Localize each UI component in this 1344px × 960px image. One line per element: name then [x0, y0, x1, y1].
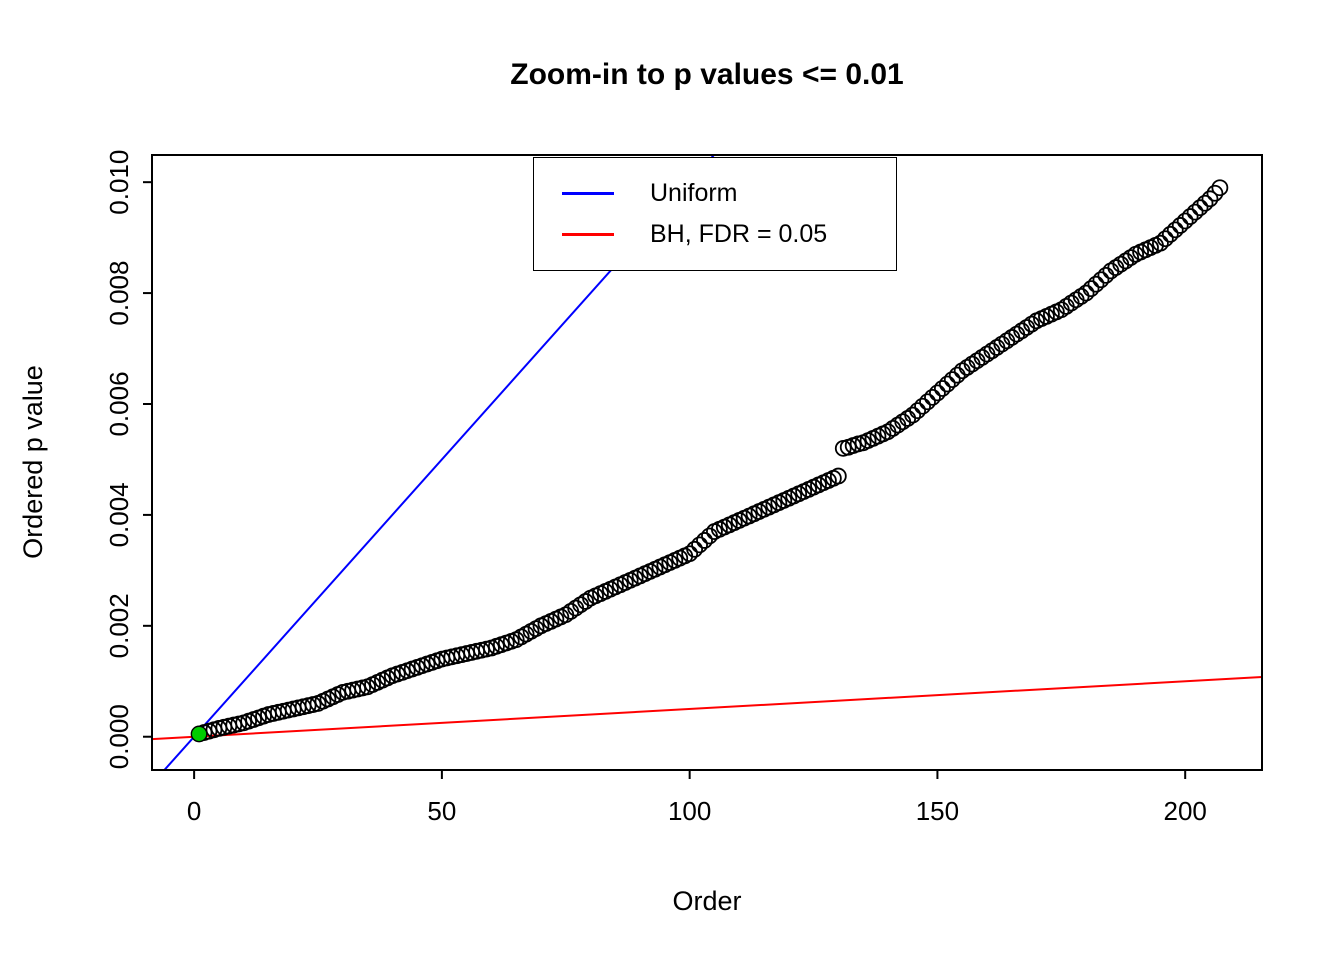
y-tick-label: 0.010	[104, 150, 134, 215]
data-point	[1156, 230, 1174, 248]
data-point	[933, 380, 951, 397]
legend-item-uniform: Uniform	[562, 179, 896, 208]
data-point	[1161, 225, 1179, 243]
data-point	[1191, 199, 1209, 217]
data-point	[919, 393, 936, 411]
data-point	[686, 540, 704, 558]
data-point	[1186, 203, 1204, 221]
data-point	[914, 397, 931, 415]
plot-marks: 0 50 100 150 200 0.000 0.002 0.004 0.006 0.008 0.0…	[104, 150, 1263, 826]
y-tick-label: 0.008	[104, 261, 134, 326]
data-point	[924, 388, 941, 406]
data-point	[904, 406, 922, 424]
data-point	[1171, 217, 1189, 234]
legend: Uniform BH, FDR = 0.05	[533, 157, 897, 271]
significant-point	[192, 726, 207, 741]
data-point	[1181, 208, 1199, 225]
chart-title: Zoom-in to p values <= 0.01	[510, 58, 903, 91]
data-point	[1211, 179, 1229, 197]
legend-label-uniform: Uniform	[650, 179, 738, 207]
data-point	[681, 545, 699, 563]
data-point	[1176, 212, 1194, 230]
data-point	[938, 375, 956, 393]
data-point	[909, 402, 927, 420]
x-tick-label: 200	[1163, 796, 1206, 826]
x-tick-label: 150	[916, 796, 959, 826]
data-point	[943, 371, 961, 388]
uniform-line-swatch	[562, 192, 614, 195]
data-point	[1077, 284, 1095, 302]
x-tick-label: 0	[187, 796, 201, 826]
uniform-line	[163, 155, 716, 770]
x-tick-label: 100	[668, 796, 711, 826]
legend-item-bh: BH, FDR = 0.05	[562, 220, 896, 249]
y-tick-label: 0.000	[104, 704, 134, 769]
data-point	[829, 467, 847, 485]
plot-box	[151, 154, 1263, 771]
data-point	[1201, 190, 1219, 208]
data-point	[1023, 315, 1040, 333]
data-point	[1166, 221, 1184, 239]
data-point	[696, 532, 713, 549]
data-point	[691, 536, 708, 554]
bh-line-swatch	[562, 233, 614, 236]
data-point	[929, 384, 946, 402]
data-point	[1196, 194, 1214, 212]
data-point	[577, 593, 594, 610]
x-tick-label: 50	[427, 796, 456, 826]
data-point	[1092, 271, 1110, 289]
legend-label-bh: BH, FDR = 0.05	[650, 220, 828, 248]
data-point	[1122, 249, 1140, 266]
data-point	[1152, 234, 1169, 252]
data-point	[1087, 275, 1105, 293]
y-tick-label: 0.004	[104, 482, 134, 547]
data-point	[1082, 280, 1100, 298]
data-point	[1206, 184, 1224, 202]
bh-line	[152, 675, 1262, 741]
y-tick-label: 0.006	[104, 371, 134, 436]
y-tick-label: 0.002	[104, 593, 134, 658]
y-axis-label: Ordered p value	[18, 365, 48, 559]
x-axis-label: Order	[672, 886, 741, 916]
